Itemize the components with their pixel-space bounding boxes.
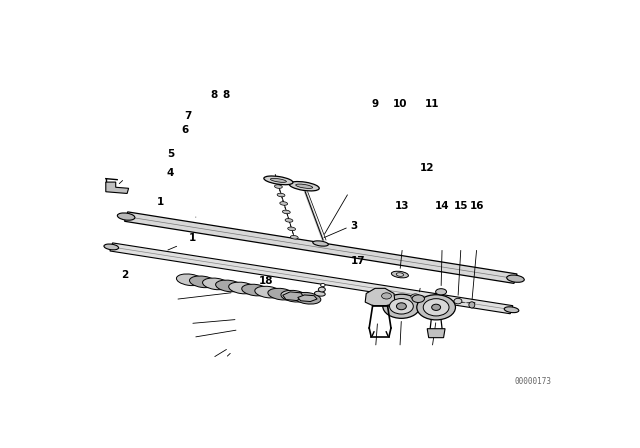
Ellipse shape xyxy=(104,244,118,250)
Text: 4: 4 xyxy=(167,168,174,178)
Ellipse shape xyxy=(417,295,456,320)
Ellipse shape xyxy=(268,289,295,300)
Ellipse shape xyxy=(264,176,293,185)
Ellipse shape xyxy=(202,278,229,290)
Ellipse shape xyxy=(412,295,424,302)
Ellipse shape xyxy=(411,294,420,299)
Ellipse shape xyxy=(321,284,325,287)
Text: 5: 5 xyxy=(167,149,174,159)
Ellipse shape xyxy=(277,193,285,197)
Text: 10: 10 xyxy=(393,99,407,109)
Ellipse shape xyxy=(294,293,321,304)
Ellipse shape xyxy=(318,287,325,292)
Ellipse shape xyxy=(228,282,255,294)
Ellipse shape xyxy=(255,286,282,298)
Polygon shape xyxy=(106,182,129,194)
Ellipse shape xyxy=(314,291,325,296)
Ellipse shape xyxy=(289,181,319,191)
Ellipse shape xyxy=(396,273,404,276)
Polygon shape xyxy=(365,289,395,306)
Polygon shape xyxy=(298,295,317,302)
Ellipse shape xyxy=(507,275,524,282)
Ellipse shape xyxy=(189,276,216,288)
Ellipse shape xyxy=(177,274,204,286)
Ellipse shape xyxy=(381,293,392,299)
Text: 13: 13 xyxy=(395,201,410,211)
Ellipse shape xyxy=(469,302,475,308)
Polygon shape xyxy=(283,292,304,301)
Text: 3: 3 xyxy=(350,221,358,231)
Ellipse shape xyxy=(436,289,447,295)
Text: 11: 11 xyxy=(425,99,440,109)
Text: 9: 9 xyxy=(372,99,379,109)
Text: 00000173: 00000173 xyxy=(514,377,551,386)
Ellipse shape xyxy=(271,178,286,182)
Ellipse shape xyxy=(296,184,313,188)
Text: 1: 1 xyxy=(157,197,164,207)
Ellipse shape xyxy=(291,236,298,239)
Ellipse shape xyxy=(275,185,282,188)
Ellipse shape xyxy=(282,210,291,214)
Ellipse shape xyxy=(390,298,413,314)
Ellipse shape xyxy=(288,227,296,231)
Ellipse shape xyxy=(216,280,243,292)
Text: 7: 7 xyxy=(184,111,191,121)
Ellipse shape xyxy=(280,202,287,205)
Ellipse shape xyxy=(396,303,406,310)
Text: 18: 18 xyxy=(259,276,273,286)
Ellipse shape xyxy=(454,298,462,304)
Ellipse shape xyxy=(504,307,519,313)
Ellipse shape xyxy=(313,241,328,246)
Polygon shape xyxy=(428,329,445,338)
Text: 2: 2 xyxy=(121,270,128,280)
Ellipse shape xyxy=(383,294,420,319)
Text: 1: 1 xyxy=(189,233,196,243)
Text: 17: 17 xyxy=(350,256,365,266)
Text: 6: 6 xyxy=(182,125,189,135)
Ellipse shape xyxy=(281,290,308,302)
Text: 8: 8 xyxy=(211,90,218,100)
Text: 16: 16 xyxy=(470,201,484,211)
Polygon shape xyxy=(110,243,513,314)
Text: 14: 14 xyxy=(435,201,449,211)
Ellipse shape xyxy=(117,213,135,220)
Polygon shape xyxy=(125,212,517,284)
Ellipse shape xyxy=(285,219,293,222)
Text: 12: 12 xyxy=(420,163,435,172)
Ellipse shape xyxy=(423,299,449,316)
Ellipse shape xyxy=(431,304,440,310)
Text: 15: 15 xyxy=(454,201,468,211)
Ellipse shape xyxy=(392,271,408,278)
Text: 8: 8 xyxy=(223,90,230,100)
Ellipse shape xyxy=(242,284,269,296)
